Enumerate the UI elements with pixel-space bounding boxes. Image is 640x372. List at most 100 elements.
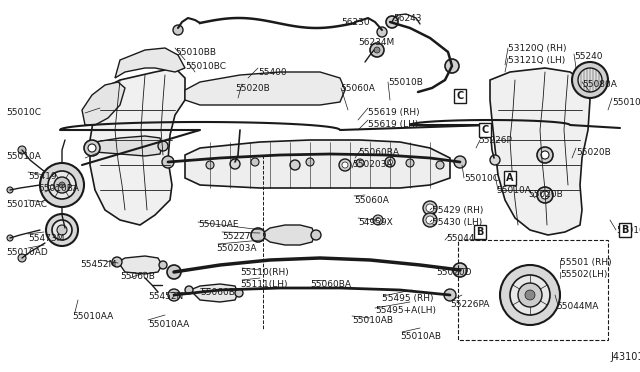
Circle shape <box>18 254 26 262</box>
Text: 55020B: 55020B <box>235 84 269 93</box>
Circle shape <box>385 157 395 167</box>
Circle shape <box>185 286 193 294</box>
Text: 55010C: 55010C <box>464 174 499 183</box>
Circle shape <box>426 204 434 212</box>
Text: 55010AA: 55010AA <box>148 320 189 329</box>
Text: 55240: 55240 <box>574 52 602 61</box>
Polygon shape <box>82 82 125 125</box>
Text: 55400: 55400 <box>258 68 287 77</box>
Text: 56234M: 56234M <box>358 38 394 47</box>
Text: 55010AE: 55010AE <box>198 220 239 229</box>
Text: 55010AE: 55010AE <box>616 226 640 235</box>
Circle shape <box>406 159 414 167</box>
Circle shape <box>54 177 70 193</box>
Circle shape <box>454 156 466 168</box>
Circle shape <box>167 265 181 279</box>
Text: 55010AD: 55010AD <box>6 248 48 257</box>
Circle shape <box>173 25 183 35</box>
Circle shape <box>423 201 437 215</box>
Text: 55111(LH): 55111(LH) <box>240 280 287 289</box>
Polygon shape <box>118 256 162 274</box>
Text: 55044M: 55044M <box>446 234 483 243</box>
Text: 55452N: 55452N <box>148 292 183 301</box>
Circle shape <box>376 218 381 222</box>
Circle shape <box>386 16 398 28</box>
Circle shape <box>518 283 542 307</box>
Circle shape <box>112 257 122 267</box>
Circle shape <box>162 156 174 168</box>
Text: 55619 (RH): 55619 (RH) <box>368 108 420 117</box>
Text: 55060A: 55060A <box>340 84 375 93</box>
Circle shape <box>230 159 240 169</box>
Circle shape <box>342 162 348 168</box>
Text: B: B <box>621 225 628 235</box>
Circle shape <box>500 265 560 325</box>
Polygon shape <box>260 225 315 245</box>
Text: 55619 (LH): 55619 (LH) <box>368 120 419 129</box>
Text: 55060B: 55060B <box>120 272 155 281</box>
Text: 55227: 55227 <box>222 232 250 241</box>
Text: 55501 (RH): 55501 (RH) <box>560 258 612 267</box>
Text: 55010A: 55010A <box>496 186 531 195</box>
Text: 55010B: 55010B <box>388 78 423 87</box>
Text: 55495 (RH): 55495 (RH) <box>382 294 433 303</box>
Circle shape <box>373 215 383 225</box>
Circle shape <box>377 27 387 37</box>
Text: 55044MA: 55044MA <box>556 302 598 311</box>
Polygon shape <box>185 72 345 105</box>
Circle shape <box>251 158 259 166</box>
Text: 55495+A(LH): 55495+A(LH) <box>375 306 436 315</box>
Text: 56230: 56230 <box>341 18 370 27</box>
Circle shape <box>436 161 444 169</box>
Circle shape <box>158 141 168 151</box>
Text: B: B <box>476 227 484 237</box>
Circle shape <box>7 235 13 241</box>
Text: 55419: 55419 <box>28 172 56 181</box>
Text: 55110(RH): 55110(RH) <box>240 268 289 277</box>
Circle shape <box>40 163 84 207</box>
Circle shape <box>490 155 500 165</box>
Circle shape <box>426 216 434 224</box>
Text: 55010AE: 55010AE <box>612 98 640 107</box>
Circle shape <box>59 182 65 188</box>
Text: 55060BA: 55060BA <box>358 148 399 157</box>
Text: 55020B: 55020B <box>576 148 611 157</box>
Bar <box>458 240 608 340</box>
Text: 55010A: 55010A <box>6 152 41 161</box>
Text: J43101J9: J43101J9 <box>610 352 640 362</box>
Polygon shape <box>185 140 450 188</box>
Text: 550203A: 550203A <box>352 160 392 169</box>
Text: C: C <box>456 91 463 101</box>
Text: 55020D: 55020D <box>436 268 472 277</box>
Text: 55452M: 55452M <box>80 260 116 269</box>
Circle shape <box>251 228 265 242</box>
Circle shape <box>306 158 314 166</box>
Circle shape <box>453 263 467 277</box>
Text: 55010BB: 55010BB <box>175 48 216 57</box>
Circle shape <box>572 62 608 98</box>
Circle shape <box>578 68 602 92</box>
Text: 55060B: 55060B <box>200 288 235 297</box>
Circle shape <box>46 214 78 246</box>
Text: 55226PA: 55226PA <box>450 300 490 309</box>
Text: 55473M: 55473M <box>28 234 65 243</box>
Circle shape <box>311 230 321 240</box>
Circle shape <box>356 159 364 167</box>
Text: 55226P: 55226P <box>478 136 512 145</box>
Circle shape <box>7 187 13 193</box>
Circle shape <box>235 289 243 297</box>
Circle shape <box>374 47 380 53</box>
Circle shape <box>206 161 214 169</box>
Circle shape <box>541 151 549 159</box>
Circle shape <box>168 289 180 301</box>
Text: 55010AB: 55010AB <box>400 332 441 341</box>
Text: 55430 (LH): 55430 (LH) <box>432 218 483 227</box>
Polygon shape <box>190 284 238 302</box>
Circle shape <box>48 171 76 199</box>
Polygon shape <box>115 48 185 78</box>
Circle shape <box>339 159 351 171</box>
Text: 53121Q (LH): 53121Q (LH) <box>508 56 565 65</box>
Circle shape <box>290 160 300 170</box>
Circle shape <box>387 160 392 164</box>
Text: 55060BA: 55060BA <box>310 280 351 289</box>
